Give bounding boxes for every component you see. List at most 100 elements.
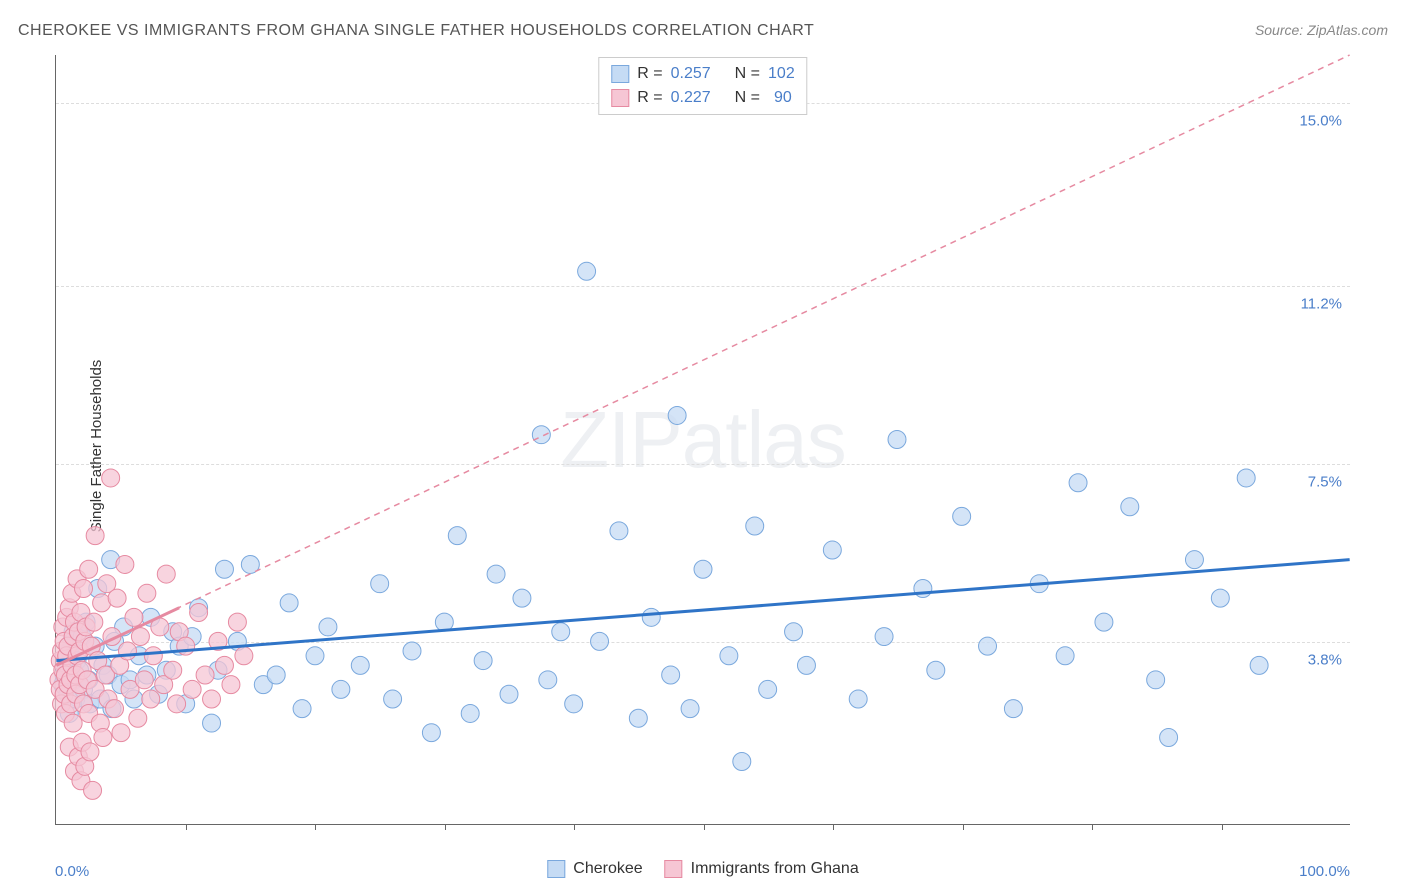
- scatter-point: [591, 632, 609, 650]
- r-value-ghana: 0.227: [671, 86, 711, 110]
- scatter-point: [1147, 671, 1165, 689]
- scatter-point: [102, 469, 120, 487]
- scatter-point: [668, 406, 686, 424]
- scatter-point: [888, 431, 906, 449]
- scatter-point: [129, 709, 147, 727]
- scatter-point: [487, 565, 505, 583]
- r-label: R =: [637, 86, 662, 110]
- scatter-point: [1095, 613, 1113, 631]
- scatter-point: [215, 560, 233, 578]
- scatter-point: [474, 652, 492, 670]
- scatter-point: [681, 700, 699, 718]
- scatter-point: [610, 522, 628, 540]
- scatter-point: [552, 623, 570, 641]
- scatter-point: [144, 647, 162, 665]
- scatter-point: [733, 753, 751, 771]
- scatter-point: [157, 565, 175, 583]
- scatter-point: [1237, 469, 1255, 487]
- scatter-point: [1211, 589, 1229, 607]
- scatter-point: [578, 262, 596, 280]
- scatter-point: [222, 676, 240, 694]
- scatter-point: [64, 714, 82, 732]
- x-tick: [704, 824, 705, 830]
- scatter-point: [927, 661, 945, 679]
- scatter-point: [135, 671, 153, 689]
- scatter-point: [662, 666, 680, 684]
- scatter-point: [306, 647, 324, 665]
- scatter-point: [694, 560, 712, 578]
- scatter-point: [1160, 728, 1178, 746]
- scatter-point: [1004, 700, 1022, 718]
- scatter-point: [384, 690, 402, 708]
- r-label: R =: [637, 62, 662, 86]
- scatter-point: [84, 781, 102, 799]
- scatter-point: [979, 637, 997, 655]
- scatter-point: [80, 560, 98, 578]
- x-tick: [1092, 824, 1093, 830]
- legend-label-cherokee: Cherokee: [573, 860, 642, 878]
- plot-area: ZIPatlas 3.8%7.5%11.2%15.0% R = 0.257 N …: [55, 55, 1350, 825]
- scatter-point: [565, 695, 583, 713]
- scatter-point: [849, 690, 867, 708]
- scatter-point: [1185, 551, 1203, 569]
- scatter-svg: [56, 55, 1350, 824]
- scatter-point: [215, 656, 233, 674]
- scatter-point: [629, 709, 647, 727]
- scatter-point: [332, 680, 350, 698]
- scatter-point: [142, 690, 160, 708]
- scatter-point: [164, 661, 182, 679]
- scatter-point: [75, 580, 93, 598]
- scatter-point: [746, 517, 764, 535]
- legend-stats-row-2: R = 0.227 N = 90: [611, 86, 794, 110]
- scatter-point: [183, 680, 201, 698]
- scatter-point: [280, 594, 298, 612]
- scatter-point: [875, 628, 893, 646]
- scatter-point: [94, 728, 112, 746]
- scatter-point: [823, 541, 841, 559]
- n-label: N =: [735, 86, 760, 110]
- scatter-point: [642, 608, 660, 626]
- x-tick: [833, 824, 834, 830]
- legend-stats: R = 0.257 N = 102 R = 0.227 N = 90: [598, 57, 807, 115]
- legend-item-ghana: Immigrants from Ghana: [665, 860, 859, 878]
- x-tick: [1222, 824, 1223, 830]
- scatter-point: [85, 613, 103, 631]
- scatter-point: [403, 642, 421, 660]
- chart-title: CHEROKEE VS IMMIGRANTS FROM GHANA SINGLE…: [18, 22, 814, 40]
- x-axis-max-label: 100.0%: [1299, 863, 1350, 880]
- scatter-point: [138, 584, 156, 602]
- scatter-point: [351, 656, 369, 674]
- legend-swatch-ghana: [611, 89, 629, 107]
- x-axis-min-label: 0.0%: [55, 863, 89, 880]
- scatter-point: [112, 724, 130, 742]
- scatter-point: [759, 680, 777, 698]
- legend-label-ghana: Immigrants from Ghana: [691, 860, 859, 878]
- scatter-point: [118, 642, 136, 660]
- legend-swatch-cherokee: [611, 65, 629, 83]
- x-tick: [315, 824, 316, 830]
- scatter-point: [1121, 498, 1139, 516]
- scatter-point: [513, 589, 531, 607]
- scatter-point: [125, 608, 143, 626]
- scatter-point: [319, 618, 337, 636]
- scatter-point: [1250, 656, 1268, 674]
- x-tick: [186, 824, 187, 830]
- scatter-point: [86, 527, 104, 545]
- scatter-point: [532, 426, 550, 444]
- scatter-point: [267, 666, 285, 684]
- scatter-point: [461, 704, 479, 722]
- scatter-point: [106, 700, 124, 718]
- scatter-point: [190, 604, 208, 622]
- scatter-point: [371, 575, 389, 593]
- scatter-point: [293, 700, 311, 718]
- n-value-ghana: 90: [768, 86, 792, 110]
- scatter-point: [203, 714, 221, 732]
- scatter-point: [196, 666, 214, 684]
- legend-swatch-cherokee-icon: [547, 860, 565, 878]
- scatter-point: [422, 724, 440, 742]
- n-label: N =: [735, 62, 760, 86]
- scatter-point: [168, 695, 186, 713]
- source-attribution: Source: ZipAtlas.com: [1255, 22, 1388, 38]
- scatter-point: [539, 671, 557, 689]
- scatter-point: [81, 743, 99, 761]
